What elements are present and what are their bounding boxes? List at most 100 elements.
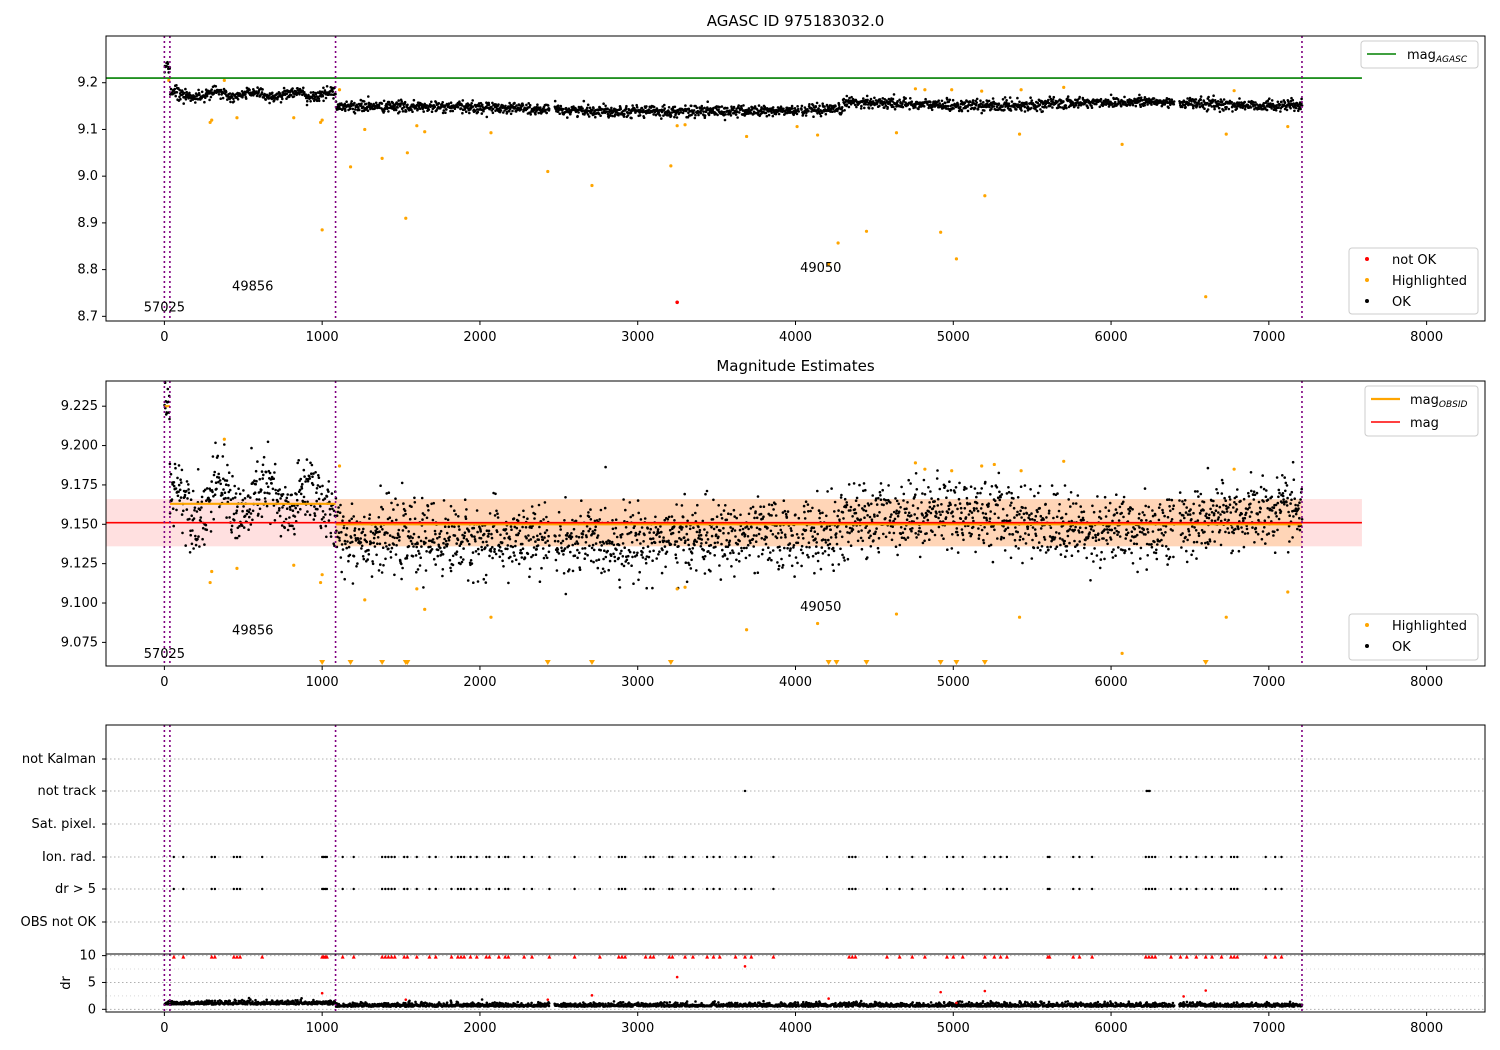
panel2-ok-point [568, 568, 571, 571]
panel2-ok-point [400, 562, 403, 566]
panel2-ok-point [660, 530, 663, 534]
panel2-ok-point [779, 528, 783, 532]
panel2-ok-point [797, 536, 800, 539]
panel2-ok-point [394, 553, 398, 556]
panel1-ok-point [1116, 98, 1120, 101]
panel2-ok-point [706, 538, 710, 541]
panel2-ok-point [816, 489, 819, 493]
panel2-ok-point [780, 531, 784, 534]
panel2-ok-point [177, 464, 181, 467]
panel1-ok-point [325, 85, 329, 88]
panel2-ok-point [603, 570, 606, 573]
panel2-ok-point [681, 526, 684, 529]
panel1-x-tick-label: 4000 [779, 330, 812, 345]
panel2-ok-point [759, 512, 763, 516]
panel1-ok-point [197, 88, 200, 92]
panel1-ok-point [482, 109, 485, 113]
panel2-ok-point [638, 570, 641, 574]
panel2-ok-point [710, 525, 713, 529]
panel2-ok-point [235, 509, 239, 512]
panel2-ok-point [230, 524, 234, 528]
panel2-ok-point [233, 519, 236, 522]
panel2-ok-point [448, 535, 452, 539]
panel2-ok-point [743, 533, 747, 536]
panel2-ok-point [982, 541, 986, 545]
panel1-ok-point [635, 106, 639, 109]
panel2-ok-point [401, 529, 405, 532]
panel1-ok-point [753, 105, 757, 108]
panel2-ok-point [479, 537, 483, 540]
panel1-ok-point [303, 91, 306, 94]
panel2-ok-point [958, 481, 961, 485]
panel1-ok-point [1243, 100, 1246, 104]
panel2-ok-point [827, 546, 831, 550]
panel1-ok-point [1220, 100, 1224, 103]
panel2-ok-point [604, 465, 607, 469]
panel2-ok-point [977, 527, 980, 530]
panel2-ok-point [661, 548, 664, 552]
panel1-ok-point [231, 92, 234, 95]
panel2-ok-point [468, 542, 471, 546]
panel1-ok-point [189, 99, 192, 102]
panel2-ok-point [660, 571, 664, 575]
panel1-ok-point [264, 98, 268, 101]
panel2-ok-point [651, 586, 654, 590]
panel1-highlighted-point [1204, 295, 1208, 299]
panel2-ok-point [265, 504, 269, 508]
panel2-ok-point [523, 556, 527, 560]
panel1-ok-point [625, 104, 628, 108]
panel1-ok-point [282, 86, 286, 90]
panel2-ok-point [703, 572, 707, 575]
panel2-ok-point [235, 536, 239, 540]
panel1-ok-point [1095, 102, 1098, 106]
panel2-ok-point [1026, 525, 1030, 529]
panel2-ok-point [500, 550, 503, 553]
panel1-ok-point [1029, 96, 1032, 99]
panel2-ok-point [956, 533, 960, 537]
panel2-ok-point [977, 537, 981, 540]
panel2-ok-point [951, 515, 955, 518]
panel2-ok-point [187, 488, 190, 491]
panel1-ok-point [1291, 98, 1295, 102]
panel2-ok-point [542, 518, 545, 521]
panel2-ok-point [589, 518, 593, 521]
panel2-ok-point [645, 586, 648, 590]
panel2-ok-point [621, 533, 624, 536]
panel1-highlighted-point [950, 88, 954, 92]
panel2-ok-point [746, 535, 750, 538]
panel2-ok-point [223, 491, 227, 495]
panel2-ok-point [180, 513, 184, 516]
panel1-ok-point [1276, 100, 1280, 104]
panel1-highlighted-point [292, 116, 296, 120]
panel2-ok-point [248, 515, 251, 519]
panel2-ok-point [652, 549, 655, 553]
panel2-ok-point [730, 565, 733, 568]
panel2-ok-point [687, 543, 690, 547]
panel2-ok-point [571, 518, 574, 522]
panel1-ok-point [367, 95, 370, 98]
panel2-ok-point [625, 558, 629, 562]
panel1-highlighted-point [983, 194, 987, 198]
panel2-ok-point [406, 554, 409, 557]
panel1-ok-point [817, 107, 820, 110]
panel2-ok-point [781, 563, 785, 567]
panel2-ok-point [367, 548, 370, 552]
panel2-ok-point [570, 535, 574, 539]
panel2-ok-point [493, 547, 496, 551]
panel2-ok-point [236, 505, 239, 509]
panel2-ok-point [184, 544, 187, 547]
panel2-ok-point [555, 569, 559, 572]
panel2-ok-point [993, 512, 997, 516]
panel1-ok-point [670, 111, 674, 114]
panel2-ok-point [800, 544, 804, 548]
panel1-highlighted-point [320, 118, 324, 122]
panel2-ok-point [732, 551, 735, 554]
panel1-ok-point [281, 97, 284, 101]
panel2-ok-point [440, 550, 443, 553]
panel2-ok-point [411, 542, 414, 545]
panel2-ok-point [845, 503, 849, 507]
panel2-ok-point [169, 472, 173, 476]
panel2-ok-point [487, 535, 490, 538]
panel2-ok-point [200, 495, 204, 499]
panel2-ok-point [593, 528, 597, 532]
